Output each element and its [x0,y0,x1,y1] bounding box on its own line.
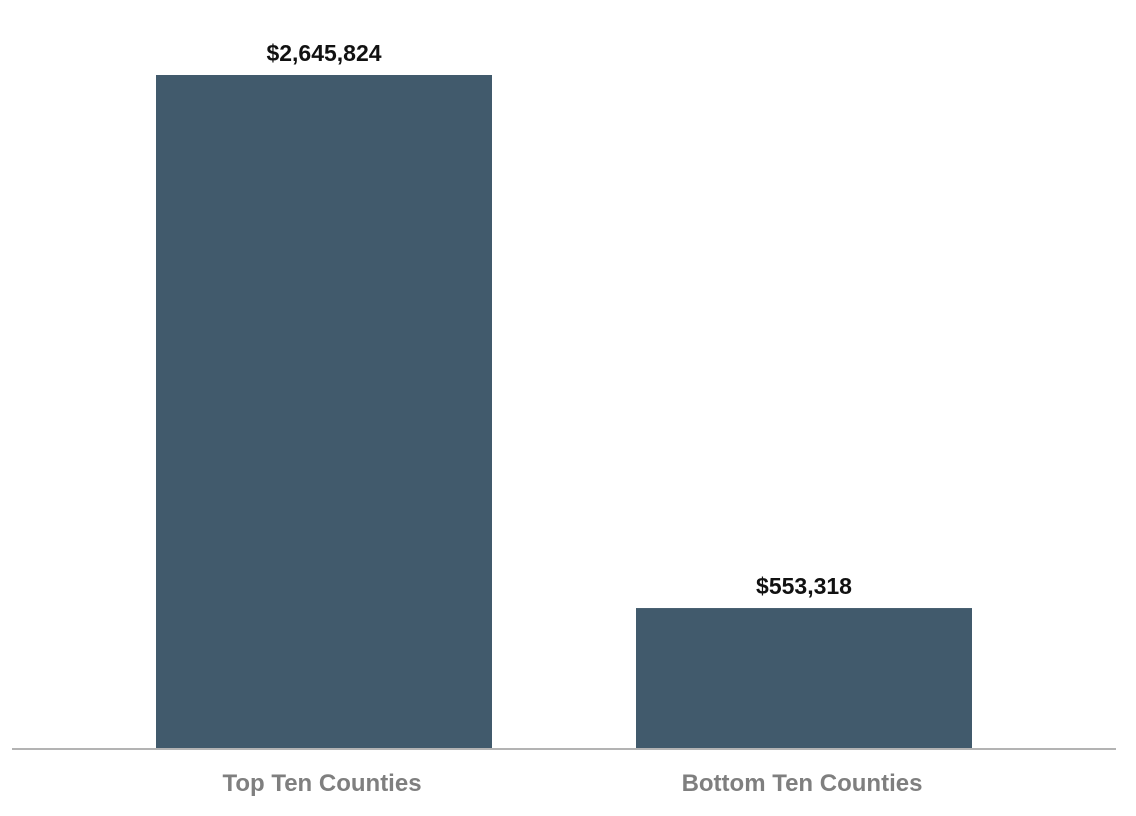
bar-bottom-ten-counties [636,608,972,749]
bars-group [156,75,972,749]
x-tick-label-bottom-ten-counties: Bottom Ten Counties [682,770,923,797]
x-tick-label-top-ten-counties: Top Ten Counties [222,770,421,797]
bar-top-ten-counties [156,75,492,749]
data-label-top-ten-counties: $2,645,824 [266,40,381,66]
value-labels-group: $2,645,824 $553,318 [266,40,852,599]
category-labels-group: Top Ten Counties Bottom Ten Counties [222,770,922,797]
data-label-bottom-ten-counties: $553,318 [756,573,852,599]
